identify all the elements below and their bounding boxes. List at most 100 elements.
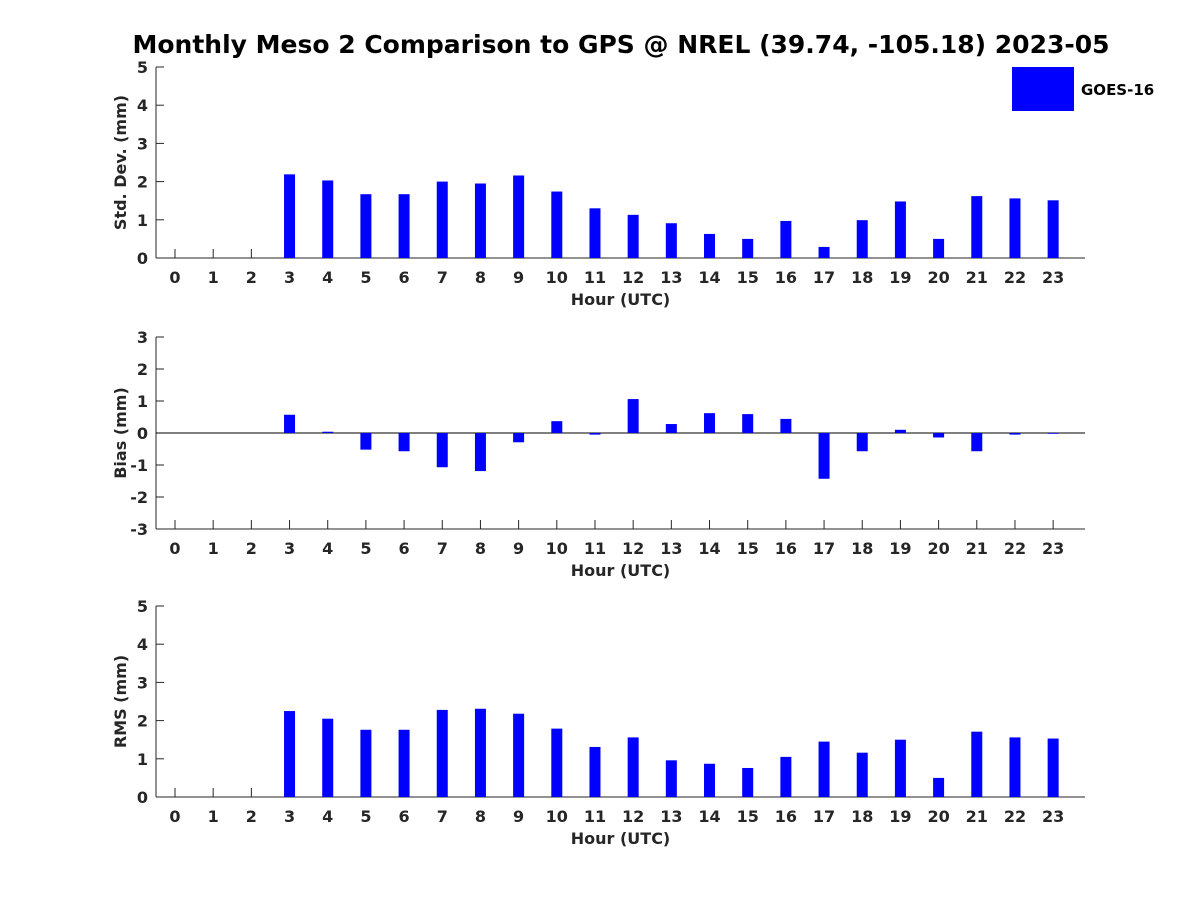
x-tick-label: 18 xyxy=(851,268,873,287)
bar-hour-10 xyxy=(551,191,563,258)
x-tick-label: 9 xyxy=(513,539,524,558)
x-tick-label: 2 xyxy=(246,268,257,287)
bar-hour-4 xyxy=(322,431,334,433)
y-tick-label: 5 xyxy=(137,58,148,77)
bar-hour-19 xyxy=(894,739,906,797)
y-tick-label: 3 xyxy=(137,134,148,153)
x-tick-label: 2 xyxy=(246,807,257,826)
x-tick-label: 13 xyxy=(660,268,682,287)
bar-hour-22 xyxy=(1009,737,1021,797)
bar-hour-5 xyxy=(360,194,372,258)
x-tick-label: 12 xyxy=(622,268,644,287)
x-tick-label: 4 xyxy=(322,807,333,826)
x-tick-label: 10 xyxy=(546,539,568,558)
bar-hour-12 xyxy=(627,214,639,258)
y-tick-label: -2 xyxy=(130,488,148,507)
x-tick-label: 22 xyxy=(1004,807,1026,826)
x-tick-label: 5 xyxy=(360,539,371,558)
bar-hour-21 xyxy=(971,731,983,797)
y-tick-label: 2 xyxy=(137,360,148,379)
x-tick-label: 4 xyxy=(322,539,333,558)
bar-hour-13 xyxy=(665,223,677,258)
x-tick-label: 13 xyxy=(660,539,682,558)
y-tick-label: 4 xyxy=(137,635,148,654)
x-tick-label: 20 xyxy=(927,539,949,558)
bar-hour-9 xyxy=(513,713,525,797)
y-tick-label: 3 xyxy=(137,328,148,347)
bar-hour-17 xyxy=(818,433,830,479)
x-tick-label: 14 xyxy=(698,539,720,558)
bar-hour-4 xyxy=(322,180,334,258)
x-tick-label: 0 xyxy=(169,539,180,558)
x-tick-label: 6 xyxy=(399,268,410,287)
legend-swatch xyxy=(1012,67,1074,111)
x-tick-label: 17 xyxy=(813,539,835,558)
x-tick-label: 19 xyxy=(889,807,911,826)
x-tick-label: 9 xyxy=(513,268,524,287)
x-tick-label: 8 xyxy=(475,807,486,826)
bar-hour-19 xyxy=(894,429,906,433)
x-tick-label: 17 xyxy=(813,268,835,287)
bar-hour-17 xyxy=(818,246,830,258)
x-tick-label: 11 xyxy=(584,807,606,826)
x-tick-label: 21 xyxy=(966,539,988,558)
bar-hour-17 xyxy=(818,741,830,797)
x-tick-label: 0 xyxy=(169,807,180,826)
x-tick-label: 7 xyxy=(437,807,448,826)
bar-hour-22 xyxy=(1009,198,1021,258)
bar-hour-5 xyxy=(360,729,372,797)
x-tick-label: 16 xyxy=(775,539,797,558)
x-tick-label: 9 xyxy=(513,807,524,826)
bar-hour-4 xyxy=(322,718,334,797)
bar-hour-9 xyxy=(513,175,525,258)
x-tick-label: 4 xyxy=(322,268,333,287)
x-tick-label: 6 xyxy=(399,539,410,558)
y-tick-label: 5 xyxy=(137,597,148,616)
x-tick-label: 10 xyxy=(546,268,568,287)
bar-hour-23 xyxy=(1047,200,1059,258)
x-tick-label: 14 xyxy=(698,807,720,826)
x-axis-label: Hour (UTC) xyxy=(571,561,671,580)
bar-hour-15 xyxy=(742,238,754,258)
y-tick-label: 1 xyxy=(137,392,148,411)
x-tick-label: 17 xyxy=(813,807,835,826)
x-tick-label: 18 xyxy=(851,807,873,826)
bar-hour-21 xyxy=(971,196,983,258)
x-tick-label: 19 xyxy=(889,268,911,287)
y-axis-label: Std. Dev. (mm) xyxy=(111,95,130,230)
bar-hour-20 xyxy=(933,433,945,438)
x-tick-label: 6 xyxy=(399,807,410,826)
bar-hour-7 xyxy=(436,433,448,468)
bar-hour-3 xyxy=(284,711,296,797)
x-tick-label: 18 xyxy=(851,539,873,558)
x-tick-label: 1 xyxy=(208,807,219,826)
x-tick-label: 11 xyxy=(584,539,606,558)
y-tick-label: -1 xyxy=(130,456,148,475)
x-tick-label: 11 xyxy=(584,268,606,287)
x-tick-label: 20 xyxy=(927,807,949,826)
bar-hour-23 xyxy=(1047,433,1059,434)
x-tick-label: 23 xyxy=(1042,539,1064,558)
bar-hour-3 xyxy=(284,174,296,258)
y-tick-label: 2 xyxy=(137,712,148,731)
bar-hour-18 xyxy=(856,752,868,797)
bar-hour-19 xyxy=(894,201,906,258)
y-tick-label: 0 xyxy=(137,424,148,443)
bar-hour-23 xyxy=(1047,738,1059,797)
bar-hour-8 xyxy=(474,433,486,472)
bar-hour-21 xyxy=(971,433,983,452)
y-tick-label: 0 xyxy=(137,249,148,268)
bar-hour-6 xyxy=(398,729,410,797)
bar-hour-18 xyxy=(856,433,868,452)
bar-hour-14 xyxy=(704,413,716,433)
bar-hour-7 xyxy=(436,181,448,258)
y-tick-label: 1 xyxy=(137,750,148,769)
y-tick-label: 3 xyxy=(137,673,148,692)
bar-hour-11 xyxy=(589,208,601,258)
bar-hour-6 xyxy=(398,194,410,258)
x-tick-label: 23 xyxy=(1042,807,1064,826)
x-tick-label: 7 xyxy=(437,268,448,287)
